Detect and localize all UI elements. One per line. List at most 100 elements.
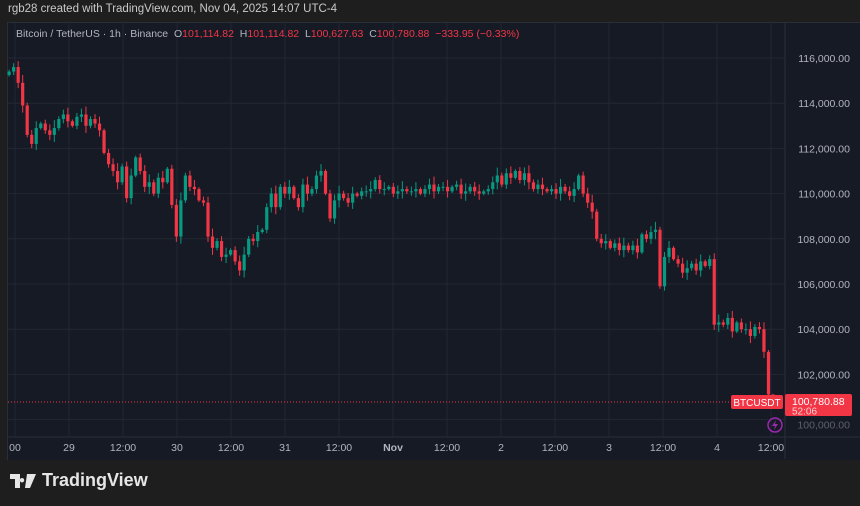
symbol-title[interactable]: Bitcoin / TetherUS · 1h · Binance	[16, 28, 169, 40]
candle-body	[84, 114, 88, 126]
candle-body	[66, 114, 70, 122]
price-tick-label: 108,000.00	[797, 234, 850, 246]
high-label: H	[239, 28, 248, 40]
candle-body	[766, 351, 771, 395]
chart-panel[interactable]	[7, 22, 860, 460]
candle-body	[586, 193, 590, 203]
candle-body	[310, 189, 314, 194]
candle-body	[468, 186, 472, 192]
time-tick-label: 12:00	[542, 442, 568, 454]
candle-body	[735, 322, 739, 332]
candle-body	[694, 263, 698, 271]
candle-body	[116, 171, 120, 183]
candle-body	[314, 175, 319, 190]
candle-body	[360, 191, 364, 196]
candle-body	[667, 247, 671, 257]
candle-body	[626, 245, 630, 251]
candle-body	[39, 123, 43, 129]
candle-body	[179, 200, 183, 237]
candle-body	[604, 241, 608, 244]
candle-body	[703, 261, 707, 266]
candle-body	[595, 211, 599, 239]
candle-body	[48, 130, 52, 135]
brand-name: TradingView	[42, 470, 148, 490]
candle-body	[106, 152, 111, 165]
candle-body	[201, 200, 206, 203]
candle-body	[247, 238, 251, 255]
candle-body	[436, 186, 441, 192]
open-label: O	[173, 28, 183, 40]
candle-body	[174, 204, 178, 237]
candle-body	[323, 171, 328, 194]
candle-body	[739, 322, 743, 330]
candle-body	[658, 229, 662, 287]
candle-body	[260, 229, 264, 233]
candle-body	[699, 261, 703, 271]
time-tick-label: 30	[171, 442, 183, 454]
candle-body	[554, 189, 558, 194]
candle-body	[455, 184, 459, 187]
open-value: 101,114.82	[182, 28, 234, 40]
candle-body	[355, 193, 359, 196]
time-tick-label: 12:00	[434, 442, 460, 454]
candle-body	[644, 234, 649, 239]
candle-body	[712, 259, 716, 325]
last-price-badge	[785, 393, 852, 416]
candle-body	[676, 259, 680, 264]
candle-body	[21, 82, 25, 106]
candle-body	[450, 186, 454, 192]
candle-body	[518, 171, 522, 181]
candle-body	[396, 191, 400, 194]
candle-body	[206, 202, 210, 237]
close-label: C	[369, 28, 377, 40]
candle-body	[400, 189, 404, 192]
candle-body	[88, 119, 93, 126]
candle-body	[143, 171, 147, 187]
low-value: 100,627.63	[310, 28, 364, 40]
candle-body	[500, 175, 504, 185]
candle-body	[662, 256, 667, 287]
candle-body	[61, 114, 65, 120]
time-tick-label: 31	[279, 442, 291, 454]
candle-body	[79, 114, 84, 117]
symbol-tag-text: BTCUSDT	[733, 398, 780, 409]
candle-body	[7, 71, 11, 75]
candle-body	[215, 241, 219, 248]
candle-body	[545, 189, 549, 192]
candle-body	[418, 189, 423, 194]
time-tick-label: 12:00	[110, 442, 136, 454]
candle-body	[52, 128, 56, 135]
time-tick-label: Nov	[383, 442, 403, 454]
time-tick-label: 12:00	[218, 442, 244, 454]
candle-body	[631, 245, 635, 251]
candle-body	[332, 200, 337, 219]
candle-body	[445, 186, 450, 192]
candle-body	[346, 198, 350, 203]
candle-body	[441, 186, 445, 188]
candle-body	[57, 119, 61, 129]
candle-body	[459, 184, 463, 194]
candle-body	[509, 173, 513, 178]
lightning-icon[interactable]	[767, 417, 783, 433]
candle-body	[210, 236, 215, 248]
candle-body	[757, 326, 762, 330]
candle-body	[138, 157, 142, 171]
candle-body	[75, 116, 79, 126]
candle-body	[685, 268, 689, 273]
close-value: 100,780.88	[376, 28, 430, 40]
candle-body	[513, 171, 517, 178]
candle-body	[364, 191, 368, 193]
time-tick-label: 3	[606, 442, 612, 454]
candle-body	[373, 180, 377, 190]
candle-body	[717, 322, 721, 325]
candle-body	[93, 119, 97, 124]
candle-body	[473, 186, 477, 192]
price-tick-label: 100,000.00	[797, 420, 850, 432]
candle-body	[229, 250, 233, 255]
candle-body	[409, 191, 413, 193]
candle-body	[378, 180, 382, 190]
candle-body	[572, 189, 576, 196]
candle-body	[504, 173, 508, 185]
candle-body	[70, 121, 74, 126]
